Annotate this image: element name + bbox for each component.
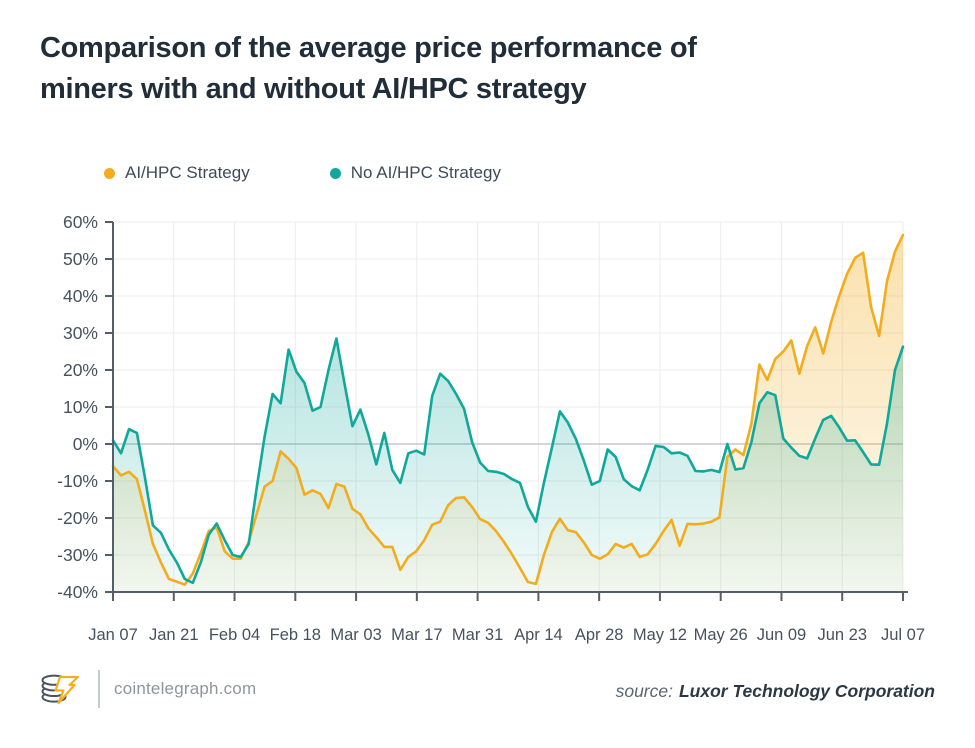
source-label: source: [615,681,673,701]
svg-text:Feb 18: Feb 18 [270,626,321,644]
svg-text:May 26: May 26 [694,626,748,644]
page-title-line-2: miners with and without AI/HPC strategy [40,73,587,105]
legend-item-no-ai-hpc: No AI/HPC Strategy [329,163,501,183]
svg-text:Jan 07: Jan 07 [88,626,138,644]
page-title-line-1: Comparison of the average price performa… [40,32,697,64]
legend-label-no-ai-hpc: No AI/HPC Strategy [350,163,501,182]
legend-item-ai-hpc: AI/HPC Strategy [104,163,250,183]
chart-legend: AI/HPC Strategy No AI/HPC Strategy [104,163,501,183]
source-credit: source: Luxor Technology Corporation [616,681,935,702]
svg-text:-20%: -20% [57,508,98,528]
svg-text:50%: 50% [63,249,98,269]
svg-text:10%: 10% [63,397,98,417]
page-title: Comparison of the average price performa… [40,28,697,110]
svg-text:Mar 17: Mar 17 [391,626,442,644]
svg-text:May 12: May 12 [633,626,687,644]
legend-dot-no-ai-hpc-icon [329,167,341,179]
legend-label-ai-hpc: AI/HPC Strategy [125,163,250,182]
svg-text:-10%: -10% [57,471,98,491]
legend-dot-ai-hpc-icon [104,167,115,179]
svg-text:Apr 28: Apr 28 [575,626,624,644]
svg-text:0%: 0% [73,434,98,454]
svg-text:-30%: -30% [57,545,98,565]
source-name: Luxor Technology Corporation [678,681,935,701]
svg-text:20%: 20% [63,360,98,380]
footer-brand-block: cointelegraph.com [38,666,256,712]
brand-domain: cointelegraph.com [114,679,257,698]
svg-text:Jan 21: Jan 21 [149,626,199,644]
coin-stack-lightning-icon [41,674,80,705]
svg-text:Mar 03: Mar 03 [330,626,381,644]
svg-text:40%: 40% [63,286,98,306]
svg-text:Feb 04: Feb 04 [209,626,260,644]
svg-text:Jul 07: Jul 07 [881,626,925,644]
svg-text:Apr 14: Apr 14 [514,626,563,644]
svg-text:Jun 09: Jun 09 [757,626,807,644]
svg-text:60%: 60% [63,212,98,232]
svg-text:Jun 23: Jun 23 [817,626,867,644]
svg-text:30%: 30% [63,323,98,343]
svg-text:Mar 31: Mar 31 [452,626,503,644]
footer-divider [98,670,100,708]
svg-text:-40%: -40% [57,582,98,602]
